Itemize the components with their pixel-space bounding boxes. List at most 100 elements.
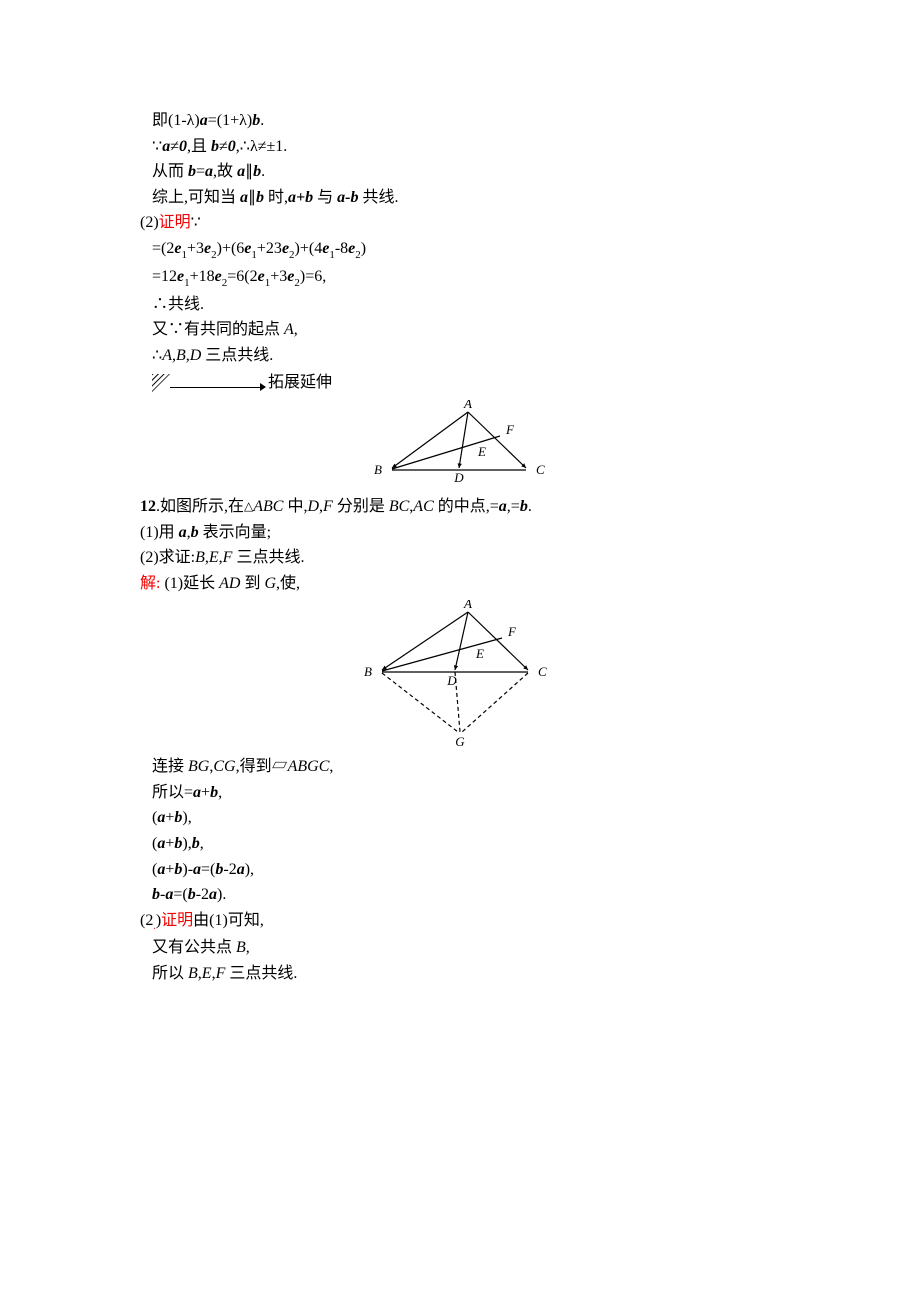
text: =(: [201, 861, 215, 878]
svg-text:G: G: [455, 734, 465, 749]
text-line: ∵a≠0,且 b≠0,∴λ≠±1.: [140, 134, 780, 160]
text: +: [165, 809, 174, 826]
text: ,: [294, 321, 298, 338]
var-b: b: [210, 784, 218, 801]
text: ,∴λ≠±1.: [236, 138, 288, 155]
var-a: a: [337, 189, 345, 206]
sub: 1: [251, 249, 257, 261]
svg-text:C: C: [536, 462, 545, 477]
var-b: b: [188, 886, 196, 903]
svg-text:A: A: [463, 600, 472, 611]
text: 从而: [152, 163, 188, 180]
text: ABC: [253, 498, 283, 515]
text: =(1+λ): [208, 112, 252, 129]
text: ≠: [170, 138, 179, 155]
text: (1)延长: [160, 575, 219, 592]
text: G: [264, 575, 276, 592]
sub: 2: [211, 249, 217, 261]
text: +: [201, 784, 210, 801]
text: ,故: [213, 163, 237, 180]
text-line: =12e1+18e2=6(2e1+3e2)=6,: [140, 264, 780, 292]
section-divider: 拓展延伸: [140, 370, 780, 396]
var-a: a: [193, 861, 201, 878]
var-a: a: [237, 861, 245, 878]
var-a: a: [499, 498, 507, 515]
var-b: b: [152, 886, 160, 903]
text: 所以=: [152, 784, 193, 801]
question-number: 12: [140, 498, 156, 515]
var-b: b: [256, 189, 264, 206]
text: ABGC: [288, 758, 330, 775]
proof-label: 证明: [159, 214, 191, 231]
text: =: [196, 163, 205, 180]
question-12: 12.如图所示,在△ABC 中,D,F 分别是 BC,AC 的中点,=a,=b.: [140, 494, 780, 520]
text: 与: [313, 189, 337, 206]
text: 的中点,=: [434, 498, 499, 515]
svg-text:C: C: [538, 664, 547, 679]
var-a: a: [205, 163, 213, 180]
sub: 1: [329, 249, 335, 261]
sub: 2: [222, 277, 228, 289]
text: )+(6: [217, 240, 245, 257]
text: 又∵有共同的起点: [152, 321, 284, 338]
triangle-icon: △: [244, 499, 253, 513]
svg-text:D: D: [453, 470, 464, 485]
text: +: [165, 861, 174, 878]
sub: 2: [355, 249, 361, 261]
text-line: b-a=(b-2a).: [140, 882, 780, 908]
text: AC: [413, 498, 433, 515]
var-b: b: [520, 498, 528, 515]
svg-text:B: B: [364, 664, 372, 679]
text: -2: [196, 886, 209, 903]
text: (2: [140, 912, 153, 929]
figure-2-wrap: ABCDEFG: [140, 600, 780, 750]
text: (1)用: [140, 524, 179, 541]
text: -8: [335, 240, 348, 257]
text: 三点共线.: [201, 347, 273, 364]
text-line: =(2e1+3e2)+(6e1+23e2)+(4e1-8e2): [140, 236, 780, 264]
text: 分别是: [333, 498, 389, 515]
var-a: a: [237, 163, 245, 180]
sub: 2: [289, 249, 295, 261]
text: )-: [182, 861, 193, 878]
text-line: 又有公共点 B,: [140, 935, 780, 961]
var-a: a: [179, 524, 187, 541]
text: +3: [270, 268, 287, 285]
svg-text:D: D: [446, 673, 457, 688]
svg-text:E: E: [477, 444, 486, 459]
text-line: (a+b),b,: [140, 831, 780, 857]
text: ,得到▱: [236, 758, 288, 775]
text: BG: [188, 758, 209, 775]
text: +23: [257, 240, 282, 257]
text: ∥: [248, 189, 256, 206]
text: 综上,可知当: [152, 189, 240, 206]
text-line: 即(1-λ)a=(1+λ)b.: [140, 108, 780, 134]
text: 到: [240, 575, 264, 592]
svg-text:F: F: [507, 624, 517, 639]
text: E: [202, 965, 212, 982]
var-A: A: [284, 321, 294, 338]
text: +: [165, 835, 174, 852]
text: .: [261, 163, 265, 180]
text: CG: [213, 758, 235, 775]
text: (2): [140, 214, 159, 231]
sub: 1: [181, 249, 187, 261]
text: ,: [329, 758, 333, 775]
text: ).: [217, 886, 226, 903]
text: )=6,: [300, 268, 326, 285]
text: .: [260, 112, 264, 129]
text: ,: [200, 835, 204, 852]
text: AD: [219, 575, 240, 592]
text: F: [323, 498, 333, 515]
text: 又有公共点: [152, 939, 236, 956]
var-b: b: [351, 189, 359, 206]
figure-1-wrap: ABCDEF: [140, 400, 780, 490]
text: 中,: [283, 498, 307, 515]
var-e: e: [215, 268, 222, 285]
sub: 2: [294, 277, 300, 289]
var-a: a: [209, 886, 217, 903]
text: -2: [223, 861, 236, 878]
text-line: (a+b),: [140, 805, 780, 831]
document-body: 即(1-λ)a=(1+λ)b. ∵a≠0,且 b≠0,∴λ≠±1. 从而 b=a…: [140, 108, 780, 986]
text-line: (2)求证:B,E,F 三点共线.: [140, 545, 780, 571]
